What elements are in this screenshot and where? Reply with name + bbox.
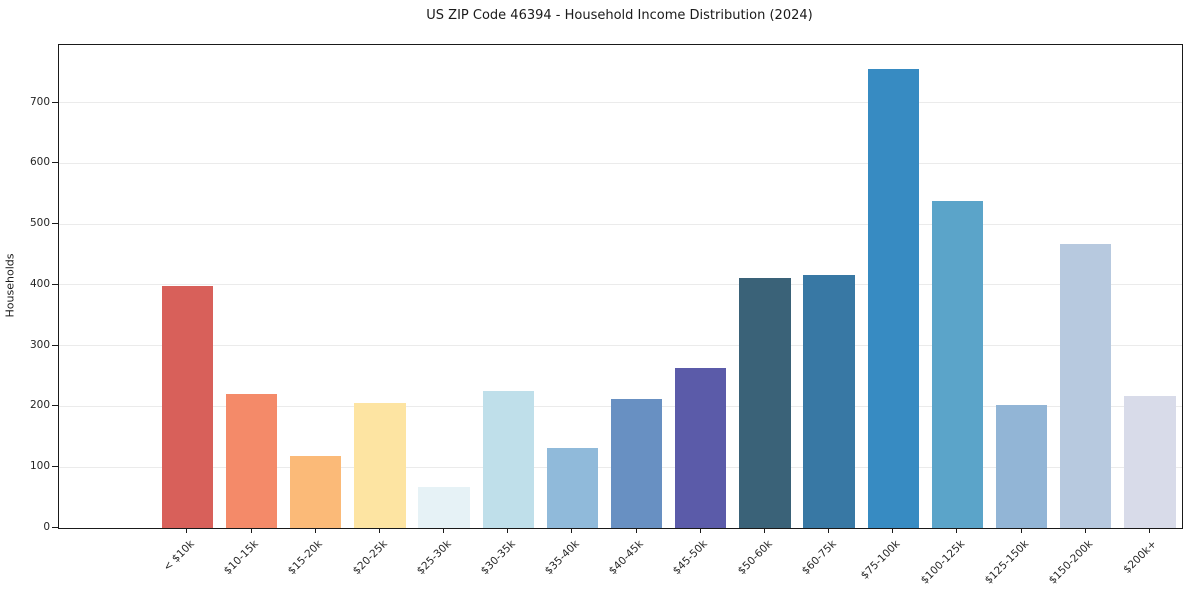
bar-125-150k — [995, 404, 1048, 528]
x-tick-mark — [378, 528, 380, 533]
bar-20-25k — [354, 403, 406, 528]
x-tick-mark — [892, 528, 894, 533]
y-tick-label-400: 400 — [29, 277, 50, 290]
x-tick-label-13: $100-125k — [918, 538, 967, 587]
y-tick-mark — [52, 101, 58, 103]
bar-10k — [161, 286, 213, 528]
y-tick-mark — [52, 162, 58, 164]
y-tick-label-200: 200 — [29, 399, 50, 412]
x-tick-mark — [828, 528, 830, 533]
x-tick-label-15: $150-200k — [1046, 538, 1096, 587]
x-tick-label-11: $60-75k — [799, 538, 839, 578]
y-tick-label-500: 500 — [29, 217, 50, 230]
gridline-y-400 — [59, 284, 1182, 286]
y-tick-label-600: 600 — [29, 156, 50, 169]
bar-40-45k — [610, 398, 663, 528]
bar-25-30k — [418, 486, 470, 528]
x-tick-label-4: $20-25k — [350, 538, 390, 578]
x-tick-label-14: $125-150k — [982, 538, 1032, 587]
x-tick-mark — [1084, 528, 1086, 533]
bar-75-100k — [867, 68, 919, 528]
x-tick-label-16: $200k+ — [1121, 538, 1160, 576]
chart-title: US ZIP Code 46394 - Household Income Dis… — [426, 8, 813, 23]
y-tick-mark — [52, 344, 58, 346]
bar-30-35k — [482, 391, 534, 528]
y-tick-label-700: 700 — [29, 95, 50, 108]
y-tick-mark — [52, 405, 58, 407]
bar-60-75k — [803, 274, 855, 528]
x-tick-mark — [763, 528, 765, 533]
bar-200k — [1124, 395, 1176, 528]
bar-100-125k — [931, 201, 984, 528]
y-tick-label-300: 300 — [29, 338, 50, 351]
x-tick-mark — [314, 528, 316, 533]
x-tick-label-6: $30-35k — [478, 538, 518, 578]
y-tick-mark — [52, 223, 58, 225]
x-tick-mark — [186, 528, 188, 533]
x-tick-mark — [635, 528, 637, 533]
y-tick-mark — [52, 466, 58, 468]
x-tick-label-7: $35-40k — [542, 538, 582, 578]
x-tick-label-3: $15-20k — [286, 538, 326, 578]
x-tick-mark — [956, 528, 958, 533]
x-tick-label-1: < $10k — [161, 538, 197, 574]
x-tick-mark — [571, 528, 573, 533]
gridline-y-600 — [59, 162, 1182, 164]
plot-area — [58, 44, 1183, 529]
y-tick-mark — [52, 527, 58, 528]
x-tick-mark — [699, 528, 701, 533]
x-tick-label-2: $10-15k — [221, 538, 262, 578]
bar-50-60k — [739, 278, 791, 528]
x-tick-mark — [443, 528, 445, 533]
bar-15-20k — [290, 456, 342, 528]
y-tick-label-0: 0 — [43, 521, 50, 533]
x-tick-label-10: $50-60k — [735, 538, 775, 578]
bar-10-15k — [225, 394, 278, 528]
gridline-y-300 — [59, 345, 1182, 347]
x-tick-mark — [1148, 528, 1150, 533]
x-tick-label-8: $40-45k — [606, 538, 647, 578]
gridline-y-700 — [59, 102, 1182, 104]
x-tick-mark — [1020, 528, 1022, 533]
bar-150-200k — [1060, 243, 1112, 528]
bar-45-50k — [675, 367, 727, 528]
y-tick-mark — [52, 283, 58, 285]
x-tick-mark — [250, 528, 252, 533]
x-tick-label-9: $45-50k — [671, 538, 711, 578]
x-tick-label-5: $25-30k — [414, 538, 454, 578]
gridline-y-500 — [59, 223, 1182, 225]
bar-35-40k — [546, 447, 599, 528]
x-tick-label-12: $75-100k — [858, 538, 903, 582]
y-tick-label-100: 100 — [29, 460, 50, 473]
x-tick-mark — [507, 528, 509, 533]
